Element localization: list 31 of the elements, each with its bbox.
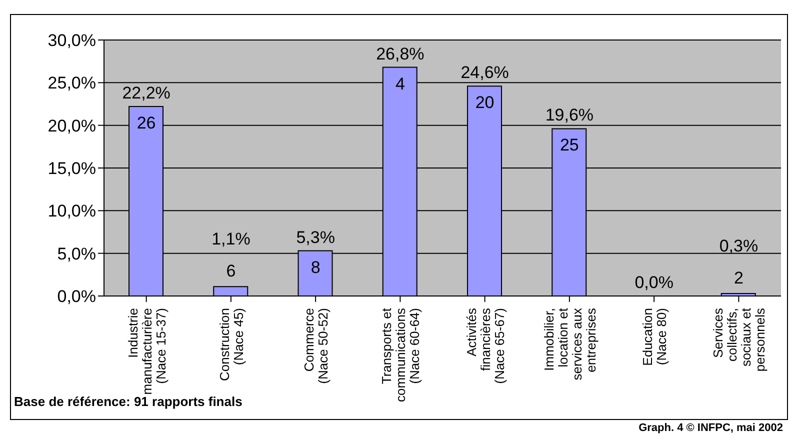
y-tick-label: 5,0%: [57, 244, 96, 264]
data-label: 19,6%: [545, 106, 594, 125]
x-tick-label: Services collectifs, sociaux et personnels: [710, 308, 768, 372]
y-tick-label: 0,0%: [57, 287, 96, 306]
annotation: 8: [310, 258, 320, 277]
y-tick-label: 10,0%: [48, 202, 96, 221]
x-tick-label: Commerce (Nace 50-52): [302, 308, 331, 384]
y-tick-label: 30,0%: [48, 31, 96, 50]
text: Base de référence: 91 rapports finals: [14, 394, 242, 409]
x-tick-label: Activités financières (Nace 65-67): [464, 308, 507, 384]
x-tick-label: Construction (Nace 45): [216, 308, 246, 381]
data-label: 26,8%: [376, 44, 424, 64]
annotation: 26: [136, 114, 156, 133]
y-tick-label: 25,0%: [48, 74, 96, 93]
annotation: 25: [560, 136, 579, 155]
text: Graph. 4 © INFPC, mai 2002: [638, 422, 783, 434]
data-label: 24,6%: [460, 63, 509, 82]
data-label: 5,3%: [296, 228, 335, 247]
annotation: 4: [395, 74, 405, 94]
x-tick-label: Education (Nace 80): [640, 308, 670, 366]
annotation: 6: [226, 262, 236, 281]
data-label: 0,3%: [719, 236, 758, 256]
annotation: 20: [475, 93, 494, 112]
annotation: 2: [734, 268, 744, 288]
x-tick-label: Transports et communications (Nace 60-64): [379, 308, 422, 402]
data-label: 1,1%: [212, 230, 250, 249]
y-tick-label: 20,0%: [48, 116, 96, 136]
y-tick-label: 15,0%: [48, 159, 96, 178]
data-label: 0,0%: [634, 273, 674, 292]
data-label: 22,2%: [122, 84, 170, 103]
x-tick-label: Industrie manufacturière (Nace 15-37): [125, 308, 168, 395]
